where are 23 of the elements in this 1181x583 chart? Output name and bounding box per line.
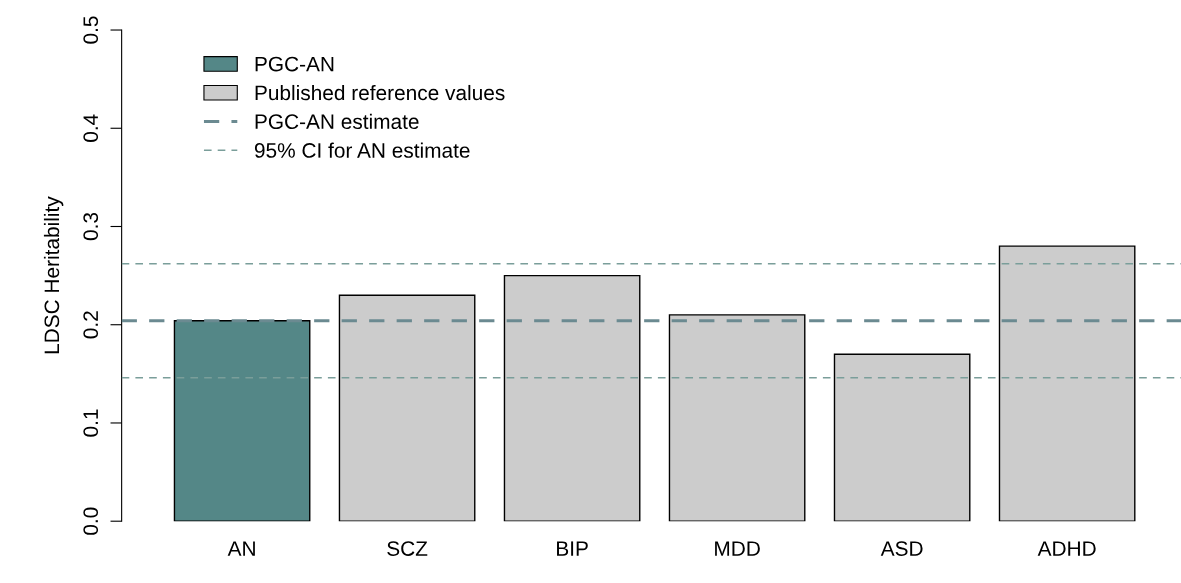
y-tick-label: 0.2 <box>83 311 99 339</box>
bar <box>338 294 476 522</box>
bar <box>998 245 1136 522</box>
x-tick-label: ADHD <box>1037 541 1096 556</box>
bar <box>173 320 311 522</box>
bar <box>833 353 971 522</box>
y-tick-label: 0.5 <box>83 16 99 44</box>
y-tick-label: 0.0 <box>83 507 99 535</box>
y-tick-label: 0.4 <box>83 114 99 142</box>
x-tick-label: AN <box>227 541 255 556</box>
legend-label: PGC-AN <box>255 56 334 72</box>
x-tick-label: ASD <box>880 541 923 556</box>
bar <box>503 274 641 522</box>
bar <box>668 314 806 522</box>
x-tick-label: MDD <box>715 541 760 556</box>
x-tick-label: SCZ <box>387 541 428 556</box>
y-tick-label: 0.1 <box>83 409 99 437</box>
y-tick-label: 0.3 <box>83 212 99 241</box>
legend-label: 95% CI for AN estimate <box>254 142 470 158</box>
legend-label: PGC-AN estimate <box>255 113 419 130</box>
y-axis-title: LDSC Heritability <box>43 196 64 354</box>
legend-label: Published reference values <box>255 84 505 101</box>
x-tick-label: BIP <box>557 541 588 556</box>
